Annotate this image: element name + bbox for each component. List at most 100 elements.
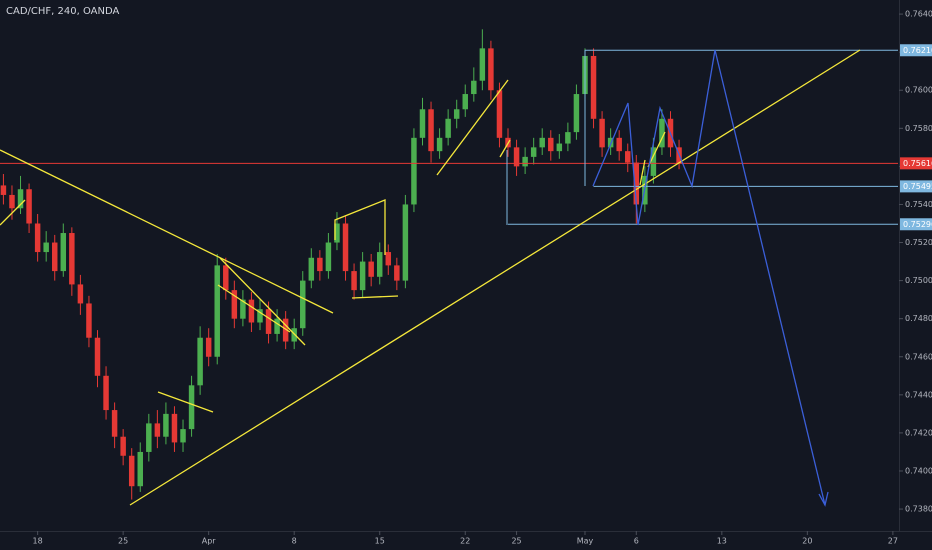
candle-body — [445, 118, 451, 138]
candle-body — [590, 55, 597, 119]
candle-body — [436, 137, 443, 152]
candle-body — [530, 147, 537, 157]
candle-body — [471, 80, 477, 95]
candle-body — [34, 223, 41, 253]
candle-body — [428, 109, 434, 152]
candle-body — [317, 257, 323, 272]
candle-body — [223, 265, 229, 291]
candle-body — [419, 109, 426, 138]
candle-body — [274, 318, 280, 334]
candle-body — [197, 337, 203, 386]
candle-body — [650, 147, 657, 176]
candle-body — [214, 265, 220, 357]
x-tick-label: 22 — [460, 537, 470, 546]
candle-body — [573, 94, 580, 133]
candle-body — [188, 385, 195, 430]
candle-body — [334, 223, 340, 243]
x-tick-label: 25 — [118, 537, 128, 546]
level-label-box — [900, 157, 932, 170]
x-tick-label: 27 — [888, 537, 898, 546]
candle-body — [103, 375, 109, 411]
candle-body — [69, 233, 75, 285]
candle-body — [128, 455, 135, 487]
candle-body — [402, 204, 409, 281]
candle-body — [385, 252, 392, 266]
candle-body — [26, 189, 32, 224]
level-label: 0.75616 — [903, 159, 932, 168]
x-tick-label: 18 — [33, 537, 43, 546]
x-tick-label: 8 — [292, 537, 297, 546]
candle-body — [146, 423, 152, 452]
candle-body — [137, 451, 143, 487]
candle-body — [60, 233, 67, 272]
candle-body — [351, 271, 357, 291]
level-label: 0.75296 — [903, 220, 932, 229]
yellow-drawings — [0, 49, 861, 506]
candle-body — [231, 290, 238, 319]
x-tick-label: 25 — [511, 537, 521, 546]
x-tick-label: 20 — [802, 537, 812, 546]
candle-body — [565, 132, 571, 144]
candle-body — [171, 413, 178, 443]
level-label-box — [900, 180, 932, 193]
candle-body — [633, 162, 640, 205]
candle-body — [282, 318, 289, 342]
candle-body — [163, 413, 169, 437]
candle-body — [411, 137, 417, 205]
candle-body — [462, 94, 468, 110]
y-tick-label: 0.73800 — [905, 505, 932, 514]
x-tick-label: Apr — [202, 537, 217, 546]
candle-body — [453, 109, 460, 119]
candle-body — [240, 299, 246, 319]
candle-body — [86, 303, 92, 338]
candle-body — [539, 137, 545, 148]
chart-title: CAD/CHF, 240, OANDA — [6, 6, 119, 17]
candle-body — [496, 90, 503, 138]
candle-body — [180, 429, 186, 443]
candle-body — [94, 337, 101, 376]
candle-body — [300, 280, 306, 329]
candle-body — [368, 261, 374, 277]
candle-body — [17, 189, 24, 209]
candle-body — [513, 147, 520, 167]
candle-body — [479, 48, 486, 81]
level-label-box — [900, 44, 932, 57]
candle-body — [325, 242, 332, 272]
candle-body — [0, 185, 7, 195]
level-label-box — [900, 218, 932, 231]
candle-body — [359, 261, 366, 291]
x-tick-label: 15 — [375, 537, 385, 546]
plot — [0, 29, 898, 500]
candle-body — [522, 156, 528, 167]
candle-body — [548, 137, 554, 152]
candle-body — [77, 284, 84, 304]
candle-body — [51, 242, 58, 272]
candle-body — [9, 194, 15, 209]
x-tick-label: 13 — [717, 537, 727, 546]
candle-body — [394, 265, 400, 281]
candle-body — [376, 252, 383, 277]
candle-body — [342, 223, 349, 272]
axes: 0.764000.762000.760000.758000.756000.754… — [33, 10, 932, 546]
candle-body — [308, 257, 315, 281]
candle-body — [625, 151, 631, 163]
candle-body — [265, 309, 272, 334]
candle-body — [248, 299, 255, 323]
candle-body — [659, 118, 665, 148]
x-tick-label: May — [577, 537, 594, 546]
candle-body — [599, 118, 605, 148]
candle-body — [120, 436, 126, 456]
